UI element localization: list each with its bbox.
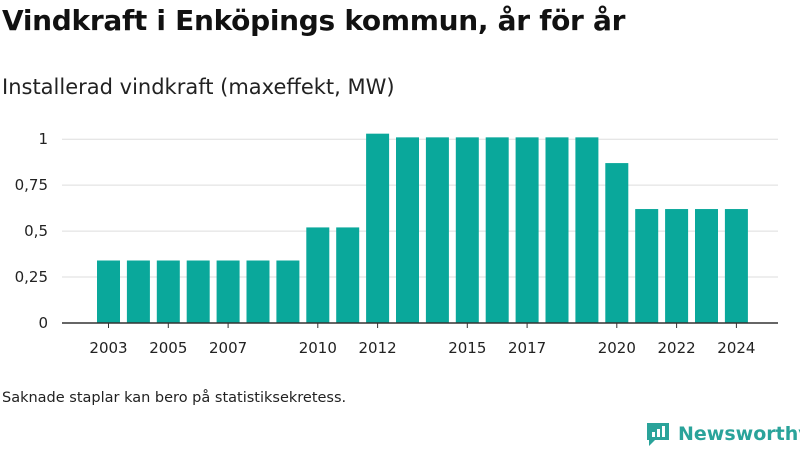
x-tick-label: 2015 (448, 339, 486, 357)
x-tick-label: 2020 (598, 339, 636, 357)
bar-2003 (97, 260, 120, 323)
bars (97, 133, 748, 323)
bar-2018 (545, 137, 569, 323)
bar-2011 (336, 227, 360, 323)
bar-2021 (635, 209, 659, 323)
bar-2022 (665, 209, 689, 323)
chart-subtitle: Installerad vindkraft (maxeffekt, MW) (2, 75, 395, 99)
brand-name: Newsworthy (678, 423, 800, 445)
tick-labels: 0 0,25 0,5 0,75 1 2003 2005 2007 2010 2012 2015 201… (15, 130, 756, 357)
brand-logo: Newsworthy (644, 420, 800, 448)
bar-2020 (605, 163, 629, 323)
x-tick-label: 2024 (717, 339, 755, 357)
bar-2023 (695, 209, 718, 323)
bar-2017 (515, 137, 539, 323)
y-tick-label: 0,25 (15, 268, 48, 286)
bar-2005 (156, 260, 180, 323)
bar-2013 (396, 137, 419, 323)
bar-2016 (485, 137, 509, 323)
x-tick-label: 2012 (359, 339, 397, 357)
bar-2008 (246, 260, 270, 323)
x-axis (62, 322, 778, 328)
chart-title: Vindkraft i Enköpings kommun, år för år (2, 4, 626, 37)
bar-2004 (126, 260, 150, 323)
bar-2010 (306, 227, 330, 323)
newsworthy-logo-icon (647, 423, 669, 446)
x-tick-label: 2022 (658, 339, 696, 357)
bar-2019 (575, 137, 599, 323)
bar-2014 (425, 137, 449, 323)
grid-lines (62, 138, 778, 278)
y-tick-label: 0,75 (15, 176, 48, 194)
bar-2015 (455, 137, 479, 323)
bar-2009 (276, 260, 300, 323)
x-tick-label: 2003 (89, 339, 127, 357)
x-tick-label: 2017 (508, 339, 546, 357)
x-tick-label: 2010 (299, 339, 337, 357)
bar-2006 (186, 260, 210, 323)
bar-chart: 0 0,25 0,5 0,75 1 2003 2005 2007 2010 2012 2015 201… (15, 130, 778, 357)
bar-2024 (724, 209, 748, 323)
bar-2012 (366, 133, 390, 323)
y-tick-label: 1 (38, 130, 48, 148)
bar-2007 (216, 260, 240, 323)
x-tick-label: 2007 (209, 339, 247, 357)
x-tick-label: 2005 (149, 339, 187, 357)
y-tick-label: 0 (38, 314, 48, 332)
footnote: Saknade staplar kan bero på statistiksek… (2, 390, 347, 406)
y-tick-label: 0,5 (24, 222, 48, 240)
